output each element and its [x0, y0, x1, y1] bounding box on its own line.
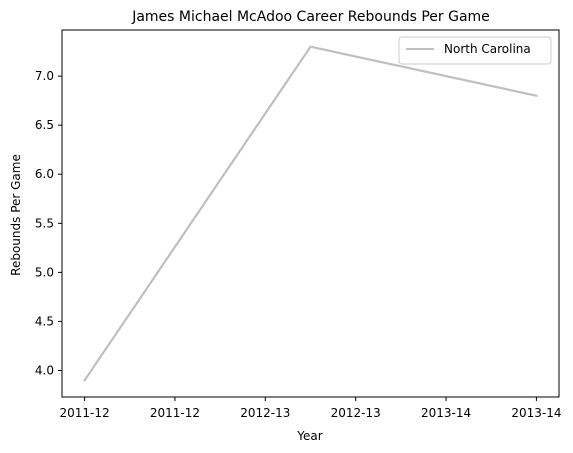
y-tick-label: 5.0	[35, 265, 54, 279]
legend: North Carolina	[398, 36, 552, 65]
y-axis-ticks: 4.0 4.5 5.0 5.5 6.0 6.5 7.0	[35, 69, 62, 378]
x-tick-label: 2013-14	[511, 406, 561, 420]
x-tick-label: 2013-14	[421, 406, 471, 420]
x-axis-ticks: 2011-12 2011-12 2012-13 2012-13 2013-14 2013-…	[60, 397, 561, 420]
legend-label-north-carolina: North Carolina	[444, 42, 531, 56]
x-tick-label: 2012-13	[240, 406, 290, 420]
plot-area	[61, 29, 560, 398]
y-tick-label: 7.0	[35, 69, 54, 83]
y-axis-label: Rebounds Per Game	[9, 154, 23, 276]
y-tick-label: 6.0	[35, 167, 54, 181]
y-tick-label: 5.5	[35, 216, 54, 230]
x-tick-label: 2011-12	[150, 406, 200, 420]
legend-box	[398, 36, 552, 65]
y-tick-label: 4.5	[35, 314, 54, 328]
chart-title: James Michael McAdoo Career Rebounds Per…	[131, 9, 490, 25]
series-line-north-carolina	[83, 45, 538, 382]
x-tick-label: 2011-12	[60, 406, 110, 420]
series-layer	[83, 45, 538, 382]
plot-frame	[61, 29, 560, 398]
y-tick-label: 4.0	[35, 364, 54, 378]
x-tick-label: 2012-13	[331, 406, 381, 420]
x-axis-label: Year	[296, 429, 322, 443]
y-tick-label: 6.5	[35, 118, 54, 132]
